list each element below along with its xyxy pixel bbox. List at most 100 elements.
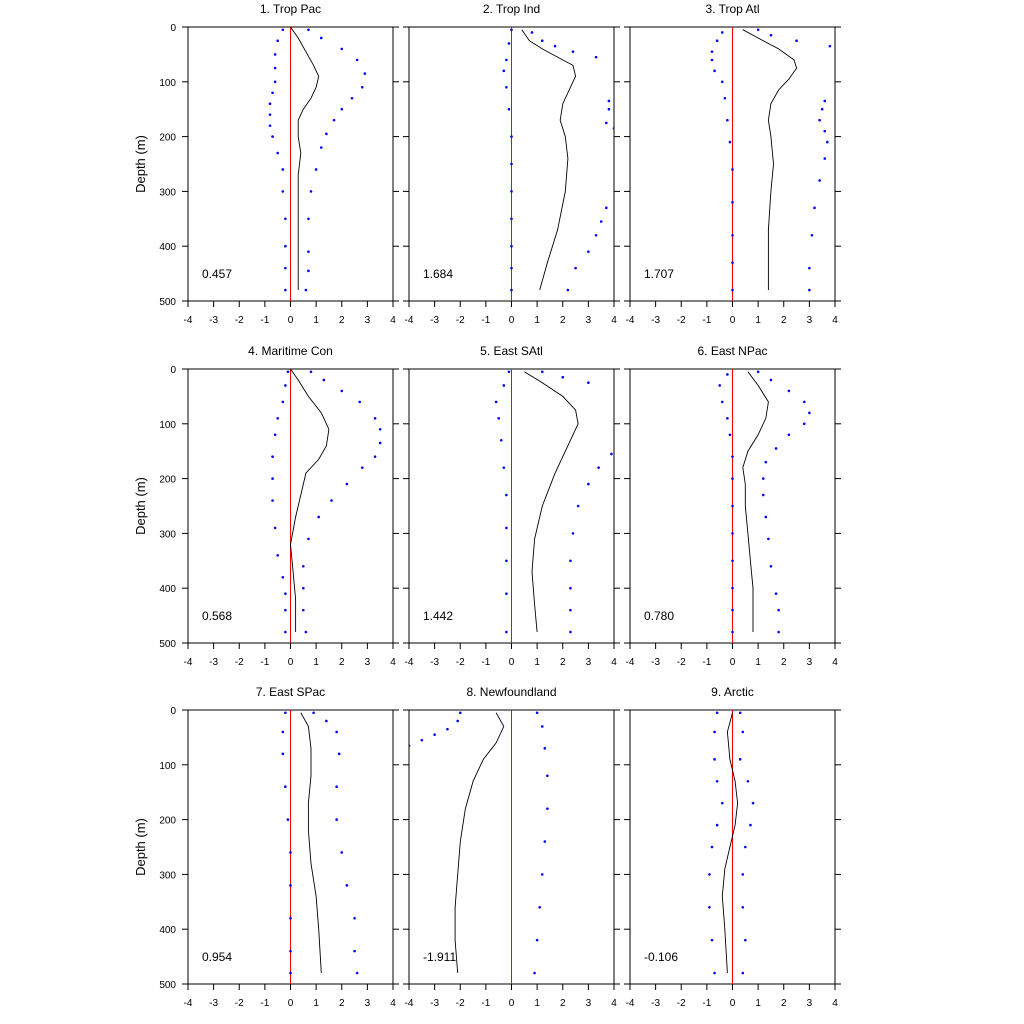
panel-8: 8. Newfoundland -4 -3 -2 -1 0 1 2 3 4 -1.911 (403, 685, 620, 1009)
upper-spread-dot (307, 250, 310, 253)
upper-spread-dot (309, 190, 313, 193)
upper-spread-dot (340, 389, 344, 393)
upper-spread-dot (350, 96, 354, 100)
lower-spread-dot (731, 630, 734, 634)
x-tick-label: 2 (560, 657, 566, 668)
upper-spread-dot (764, 515, 768, 519)
x-tick-label: 2 (560, 998, 566, 1009)
lower-spread-dot (505, 559, 508, 563)
upper-spread-dot (738, 711, 742, 715)
upper-spread-dot (363, 72, 367, 75)
plot-area (271, 369, 382, 634)
upper-spread-dot (307, 537, 310, 541)
upper-spread-dot (802, 400, 806, 404)
lower-spread-dot (505, 493, 508, 497)
upper-spread-dot (319, 36, 323, 40)
x-tick-label: 3 (807, 315, 813, 326)
panel-title: 3. Trop Atl (705, 2, 759, 16)
upper-spread-dot (599, 220, 603, 223)
x-tick-label: -4 (405, 657, 414, 668)
lower-spread-dot (505, 85, 508, 89)
upper-spread-dot (355, 58, 359, 62)
x-tick-label: 1 (534, 657, 540, 668)
panel-4: 4. Maritime Con -4 -3 -2 -1 0 1 2 3 4 0 100 200 300 40… (133, 344, 399, 668)
upper-spread-dot (744, 845, 747, 849)
lower-spread-dot (510, 190, 513, 193)
lower-spread-dot (715, 39, 719, 42)
x-tick-label: -2 (235, 998, 244, 1009)
lower-spread-dot (510, 217, 513, 221)
x-tick-label: -1 (702, 657, 711, 668)
upper-spread-dot (543, 747, 547, 750)
lower-spread-dot (710, 58, 714, 62)
upper-spread-dot (345, 884, 349, 887)
lower-spread-dot (446, 727, 449, 731)
lower-spread-dot (273, 66, 277, 70)
lower-spread-dot (284, 630, 287, 634)
lower-spread-dot (728, 140, 732, 144)
x-tick-label: 0 (509, 998, 515, 1009)
upper-spread-dot (751, 801, 755, 805)
panel-stat-value: 0.780 (644, 609, 674, 623)
x-tick-label: 3 (586, 657, 592, 668)
lower-spread-dot (420, 738, 424, 742)
lower-spread-dot (268, 102, 272, 106)
lower-spread-dot (502, 384, 506, 387)
upper-spread-dot (304, 630, 308, 634)
lower-spread-dot (502, 69, 506, 73)
panel-7: 7. East SPac -4 -3 -2 -1 0 1 2 3 4 0 100 200 300 400 50… (133, 685, 399, 1009)
upper-spread-dot (826, 140, 829, 144)
upper-spread-dot (823, 99, 827, 103)
lower-spread-dot (284, 266, 287, 270)
lower-spread-dot (273, 80, 277, 84)
lower-spread-dot (510, 162, 513, 166)
x-tick-label: 1 (534, 998, 540, 1009)
upper-spread-dot (574, 266, 577, 270)
upper-spread-dot (553, 44, 557, 48)
x-tick-label: 4 (611, 315, 617, 326)
upper-spread-dot (769, 378, 773, 382)
lower-spread-dot (713, 69, 716, 73)
lower-spread-dot (720, 801, 724, 805)
x-tick-label: -2 (456, 998, 465, 1009)
upper-spread-dot (787, 389, 791, 393)
mean-profile-line (721, 712, 739, 974)
lower-spread-dot (731, 261, 734, 264)
panel-title: 6. East NPac (697, 344, 767, 358)
upper-spread-dot (610, 452, 613, 456)
upper-spread-dot (569, 608, 572, 612)
upper-spread-dot (314, 168, 318, 171)
y-axis-label: Depth (m) (133, 135, 148, 193)
upper-spread-dot (538, 905, 541, 909)
upper-spread-dot (332, 118, 336, 122)
lower-spread-dot (268, 124, 272, 127)
mean-profile-line (300, 712, 322, 974)
lower-spread-dot (731, 608, 734, 612)
upper-spread-dot (302, 608, 305, 612)
x-tick-label: 1 (313, 315, 319, 326)
panel-2: 2. Trop Ind -4 -3 -2 -1 0 1 2 3 4 1.684 (403, 2, 620, 326)
x-tick-label: -3 (430, 315, 439, 326)
lower-spread-dot (510, 135, 513, 138)
upper-spread-dot (307, 269, 310, 273)
upper-spread-dot (612, 127, 614, 130)
lower-spread-dot (458, 711, 462, 715)
upper-spread-dot (777, 608, 780, 612)
upper-spread-dot (761, 493, 765, 497)
upper-spread-dot (530, 31, 534, 34)
upper-spread-dot (594, 233, 598, 237)
upper-spread-dot (353, 916, 356, 920)
lower-spread-dot (728, 433, 732, 437)
upper-spread-dot (546, 807, 549, 810)
panel-title: 5. East SAtl (480, 344, 543, 358)
plot-area (268, 27, 367, 292)
y-tick-label: 100 (159, 420, 176, 431)
lower-spread-dot (507, 370, 511, 374)
upper-spread-dot (795, 39, 798, 42)
x-tick-label: 4 (832, 998, 838, 1009)
x-tick-label: -4 (184, 657, 193, 668)
x-tick-label: -1 (481, 315, 490, 326)
x-tick-label: -2 (677, 315, 686, 326)
panel-title: 2. Trop Ind (483, 2, 540, 16)
upper-spread-dot (741, 905, 745, 909)
